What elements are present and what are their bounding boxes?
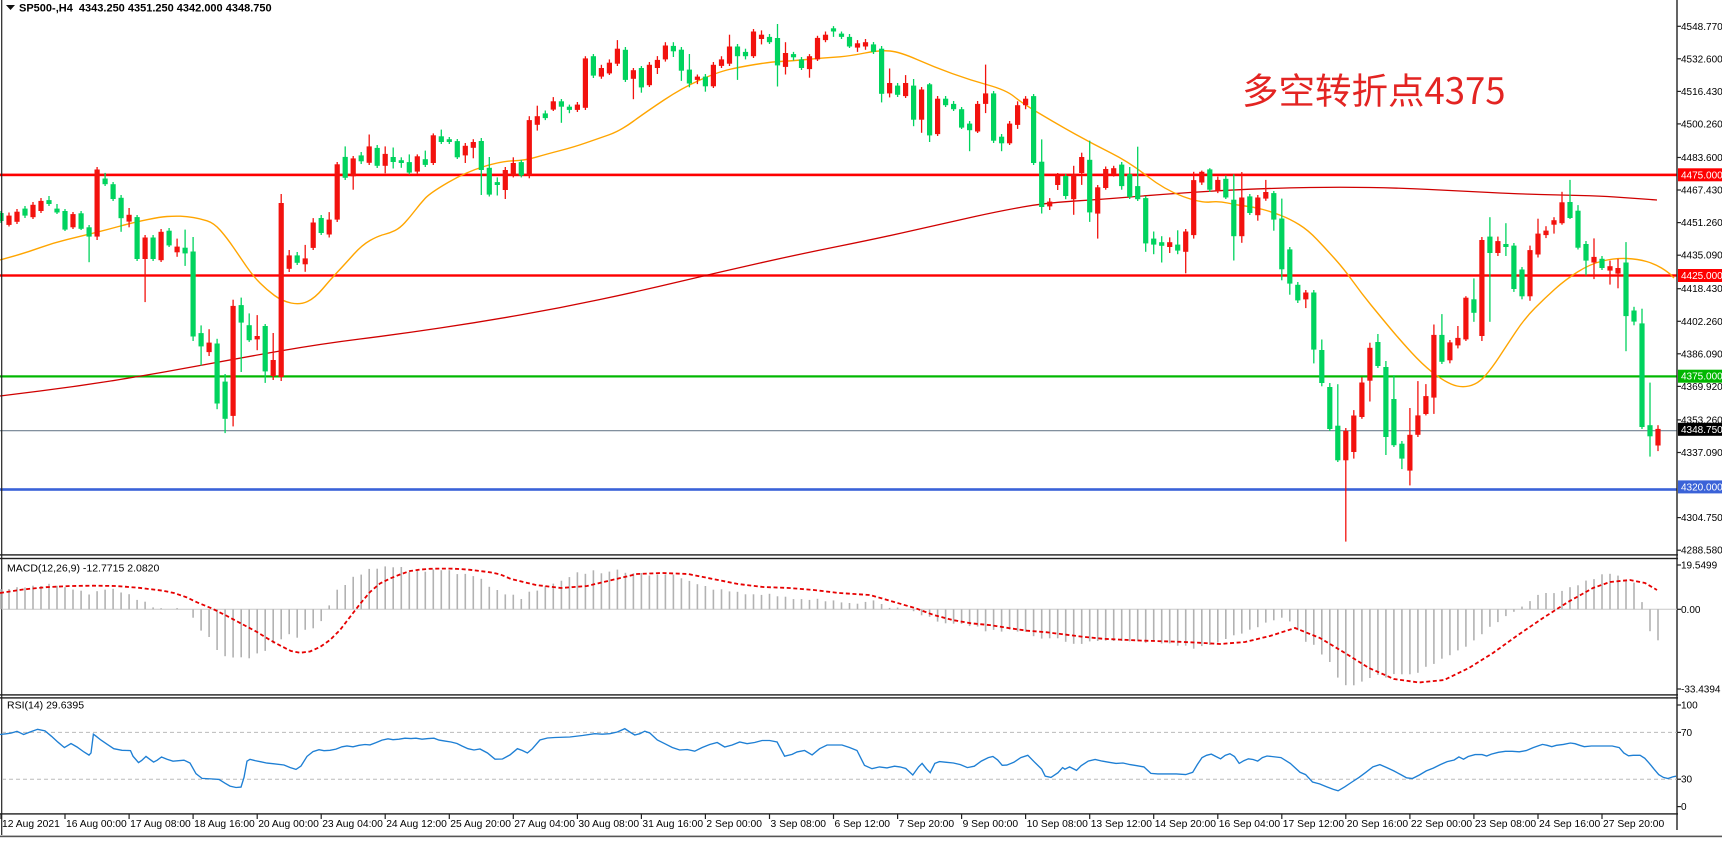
svg-text:24 Sep 16:00: 24 Sep 16:00 [1539, 819, 1601, 830]
svg-text:4435.090: 4435.090 [1681, 251, 1722, 262]
svg-text:19.5499: 19.5499 [1681, 561, 1718, 572]
svg-text:70: 70 [1681, 728, 1693, 739]
svg-text:17 Aug 08:00: 17 Aug 08:00 [130, 819, 191, 830]
svg-text:10 Sep 08:00: 10 Sep 08:00 [1027, 819, 1089, 830]
svg-text:4475.000: 4475.000 [1681, 170, 1722, 181]
svg-text:4532.600: 4532.600 [1681, 54, 1722, 65]
svg-text:4386.090: 4386.090 [1681, 349, 1722, 360]
svg-text:16 Aug 00:00: 16 Aug 00:00 [66, 819, 127, 830]
svg-text:4288.580: 4288.580 [1681, 546, 1722, 557]
svg-text:0: 0 [1681, 802, 1687, 813]
svg-text:100: 100 [1681, 701, 1698, 712]
svg-text:20 Sep 16:00: 20 Sep 16:00 [1347, 819, 1409, 830]
svg-text:4548.770: 4548.770 [1681, 22, 1722, 33]
svg-text:7 Sep 20:00: 7 Sep 20:00 [899, 819, 955, 830]
svg-text:2 Sep 00:00: 2 Sep 00:00 [706, 819, 762, 830]
svg-text:12 Aug 2021: 12 Aug 2021 [2, 819, 60, 830]
svg-text:22 Sep 00:00: 22 Sep 00:00 [1411, 819, 1473, 830]
svg-text:20 Aug 00:00: 20 Aug 00:00 [258, 819, 319, 830]
svg-text:4483.600: 4483.600 [1681, 153, 1722, 164]
svg-text:4353.260: 4353.260 [1681, 415, 1722, 426]
svg-text:-33.4394: -33.4394 [1681, 685, 1721, 696]
svg-text:RSI(14) 29.6395: RSI(14) 29.6395 [7, 700, 84, 712]
svg-text:4348.750: 4348.750 [1681, 425, 1722, 436]
svg-text:4425.000: 4425.000 [1681, 271, 1722, 282]
svg-text:27 Aug 04:00: 27 Aug 04:00 [514, 819, 575, 830]
svg-text:18 Aug 16:00: 18 Aug 16:00 [194, 819, 255, 830]
svg-text:4516.430: 4516.430 [1681, 87, 1722, 98]
svg-text:23 Aug 04:00: 23 Aug 04:00 [322, 819, 383, 830]
svg-text:4337.090: 4337.090 [1681, 448, 1722, 459]
svg-text:4467.430: 4467.430 [1681, 186, 1722, 197]
svg-text:MACD(12,26,9) -12.7715 2.0820: MACD(12,26,9) -12.7715 2.0820 [7, 563, 160, 575]
svg-text:4320.000: 4320.000 [1681, 482, 1722, 493]
svg-text:4304.750: 4304.750 [1681, 513, 1722, 524]
svg-text:4402.260: 4402.260 [1681, 317, 1722, 328]
svg-text:3 Sep 08:00: 3 Sep 08:00 [771, 819, 827, 830]
svg-text:17 Sep 12:00: 17 Sep 12:00 [1283, 819, 1345, 830]
svg-text:4451.260: 4451.260 [1681, 218, 1722, 229]
svg-text:9 Sep 00:00: 9 Sep 00:00 [963, 819, 1019, 830]
svg-text:0.00: 0.00 [1681, 605, 1701, 616]
svg-text:4500.260: 4500.260 [1681, 119, 1722, 130]
svg-text:13 Sep 12:00: 13 Sep 12:00 [1091, 819, 1153, 830]
svg-text:4369.920: 4369.920 [1681, 382, 1722, 393]
svg-text:30 Aug 08:00: 30 Aug 08:00 [578, 819, 639, 830]
svg-text:24 Aug 12:00: 24 Aug 12:00 [386, 819, 447, 830]
svg-text:6 Sep 12:00: 6 Sep 12:00 [835, 819, 891, 830]
svg-text:14 Sep 20:00: 14 Sep 20:00 [1155, 819, 1217, 830]
svg-text:30: 30 [1681, 775, 1693, 786]
svg-text:16 Sep 04:00: 16 Sep 04:00 [1219, 819, 1281, 830]
svg-text:4375.000: 4375.000 [1681, 372, 1722, 383]
svg-text:31 Aug 16:00: 31 Aug 16:00 [642, 819, 703, 830]
svg-text:25 Aug 20:00: 25 Aug 20:00 [450, 819, 511, 830]
svg-text:27 Sep 20:00: 27 Sep 20:00 [1603, 819, 1665, 830]
svg-text:SP500-,H4 4343.250 4351.250 4: SP500-,H4 4343.250 4351.250 4342.000 434… [19, 3, 272, 15]
svg-text:23 Sep 08:00: 23 Sep 08:00 [1475, 819, 1537, 830]
svg-text:4418.430: 4418.430 [1681, 284, 1722, 295]
